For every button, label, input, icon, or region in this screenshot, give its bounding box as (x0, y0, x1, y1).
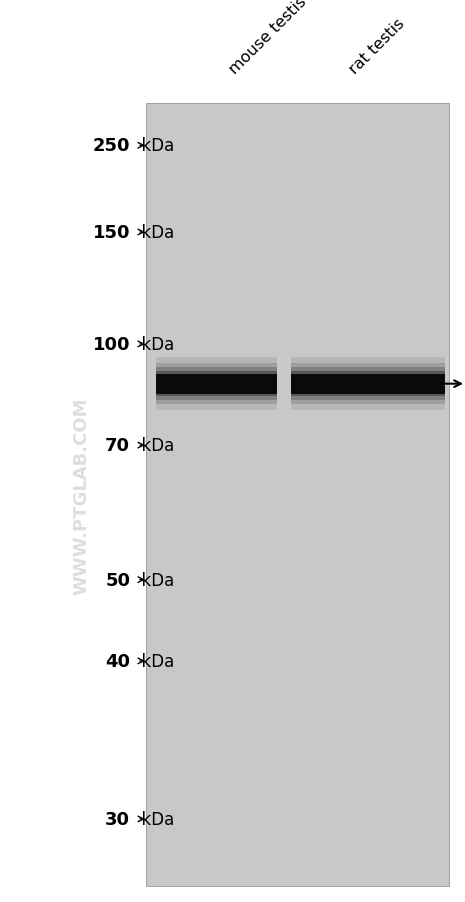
Text: 100: 100 (93, 336, 130, 354)
Bar (291, 374, 445, 394)
Bar (291, 364, 445, 405)
Bar (156, 368, 277, 400)
Text: mouse testis: mouse testis (227, 0, 310, 77)
Text: kDa: kDa (131, 571, 174, 589)
Text: rat testis: rat testis (346, 15, 407, 77)
Text: kDa: kDa (131, 810, 174, 828)
Text: 40: 40 (105, 652, 130, 670)
Text: kDa: kDa (131, 224, 174, 242)
Text: 70: 70 (105, 437, 130, 455)
Text: kDa: kDa (131, 336, 174, 354)
Text: WWW.PTGLAB.COM: WWW.PTGLAB.COM (73, 398, 90, 594)
Text: 30: 30 (105, 810, 130, 828)
Text: kDa: kDa (131, 437, 174, 455)
Text: kDa: kDa (131, 652, 174, 670)
Text: 250: 250 (93, 137, 130, 155)
Bar (156, 372, 277, 397)
Text: kDa: kDa (131, 137, 174, 155)
Bar (156, 374, 277, 394)
Bar (291, 368, 445, 400)
Bar (156, 358, 277, 410)
Bar (156, 364, 277, 405)
Bar (291, 358, 445, 410)
Text: 150: 150 (93, 224, 130, 242)
Bar (146, 104, 449, 886)
Text: 50: 50 (105, 571, 130, 589)
Bar (291, 372, 445, 397)
